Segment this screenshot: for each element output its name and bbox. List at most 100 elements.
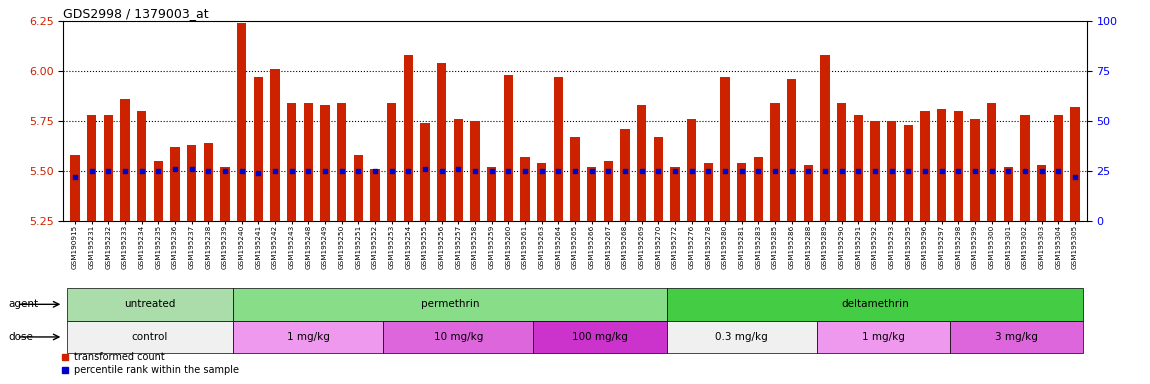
- Bar: [254, 77, 263, 221]
- Bar: [950, 321, 1083, 353]
- Point: [1015, 168, 1034, 174]
- Bar: [321, 105, 330, 221]
- Point: [666, 168, 684, 174]
- Bar: [667, 288, 1083, 321]
- Bar: [388, 103, 397, 221]
- Point: [383, 168, 401, 174]
- Point: [166, 166, 184, 172]
- Bar: [570, 137, 580, 221]
- Bar: [804, 165, 813, 221]
- Point: [450, 166, 468, 172]
- Point: [582, 168, 600, 174]
- Text: agent: agent: [8, 299, 38, 310]
- Point: [532, 168, 551, 174]
- Point: [299, 168, 317, 174]
- Bar: [753, 157, 762, 221]
- Point: [283, 168, 301, 174]
- Bar: [937, 109, 946, 221]
- Point: [949, 168, 967, 174]
- Bar: [787, 79, 796, 221]
- Bar: [1020, 115, 1029, 221]
- Bar: [488, 167, 497, 221]
- Point: [550, 168, 568, 174]
- Text: deltamethrin: deltamethrin: [841, 299, 908, 310]
- Point: [699, 168, 718, 174]
- Point: [933, 168, 951, 174]
- Bar: [554, 77, 562, 221]
- Bar: [470, 121, 480, 221]
- Bar: [1071, 107, 1080, 221]
- Point: [866, 168, 884, 174]
- Point: [83, 168, 101, 174]
- Bar: [904, 125, 913, 221]
- Point: [199, 168, 217, 174]
- Point: [982, 168, 1000, 174]
- Bar: [67, 321, 233, 353]
- Bar: [920, 111, 929, 221]
- Point: [615, 168, 634, 174]
- Bar: [537, 163, 546, 221]
- Bar: [588, 167, 596, 221]
- Bar: [304, 103, 313, 221]
- Bar: [521, 157, 530, 221]
- Point: [1049, 168, 1067, 174]
- Bar: [288, 103, 297, 221]
- Point: [649, 168, 667, 174]
- Text: 1 mg/kg: 1 mg/kg: [286, 332, 330, 342]
- Bar: [137, 111, 146, 221]
- Bar: [1037, 165, 1046, 221]
- Point: [416, 166, 435, 172]
- Point: [999, 168, 1018, 174]
- Bar: [871, 121, 880, 221]
- Bar: [604, 161, 613, 221]
- Bar: [154, 161, 163, 221]
- Bar: [1053, 115, 1063, 221]
- Point: [266, 168, 284, 174]
- Point: [183, 166, 201, 172]
- Bar: [204, 143, 213, 221]
- Bar: [670, 167, 680, 221]
- Bar: [437, 63, 446, 221]
- Text: untreated: untreated: [124, 299, 176, 310]
- Bar: [837, 103, 846, 221]
- Text: GDS2998 / 1379003_at: GDS2998 / 1379003_at: [63, 7, 209, 20]
- Bar: [87, 115, 97, 221]
- Point: [132, 168, 151, 174]
- Bar: [121, 99, 130, 221]
- Point: [466, 168, 484, 174]
- Bar: [971, 119, 980, 221]
- Point: [150, 168, 168, 174]
- Bar: [637, 105, 646, 221]
- Point: [833, 168, 851, 174]
- Point: [432, 168, 451, 174]
- Point: [899, 168, 918, 174]
- Point: [849, 168, 867, 174]
- Point: [815, 168, 834, 174]
- Bar: [370, 169, 380, 221]
- Bar: [70, 155, 79, 221]
- Text: permethrin: permethrin: [421, 299, 480, 310]
- Bar: [704, 163, 713, 221]
- Bar: [383, 321, 534, 353]
- Text: 10 mg/kg: 10 mg/kg: [434, 332, 483, 342]
- Bar: [953, 111, 963, 221]
- Bar: [1004, 167, 1013, 221]
- Bar: [887, 121, 896, 221]
- Bar: [820, 55, 829, 221]
- Bar: [354, 155, 363, 221]
- Bar: [770, 103, 780, 221]
- Point: [350, 168, 368, 174]
- Point: [966, 168, 984, 174]
- Point: [782, 168, 800, 174]
- Bar: [404, 55, 413, 221]
- Bar: [67, 288, 233, 321]
- Bar: [853, 115, 862, 221]
- Point: [66, 174, 84, 180]
- Text: 3 mg/kg: 3 mg/kg: [995, 332, 1038, 342]
- Bar: [454, 119, 463, 221]
- Text: 100 mg/kg: 100 mg/kg: [572, 332, 628, 342]
- Point: [882, 168, 900, 174]
- Text: control: control: [132, 332, 168, 342]
- Point: [566, 168, 584, 174]
- Bar: [653, 137, 662, 221]
